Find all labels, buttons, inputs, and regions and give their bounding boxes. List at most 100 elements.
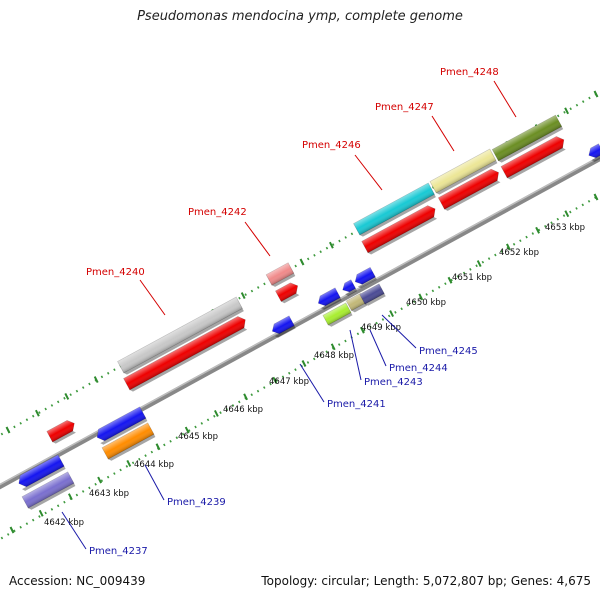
leader-line: [369, 329, 387, 367]
gene-label-top: Pmen_4248: [440, 67, 499, 78]
scale-tick-label: 4653 kbp: [545, 223, 585, 233]
upper-tick-mark: [5, 426, 11, 434]
gene-label-top: Pmen_4240: [86, 267, 145, 278]
lower-tick-mark: [476, 260, 482, 268]
gene-label-bottom: Pmen_4239: [167, 497, 226, 508]
gene-label-top: Pmen_4247: [375, 102, 434, 113]
gene-label-bottom: Pmen_4237: [89, 546, 148, 557]
scale-tick-label: 4642 kbp: [44, 518, 84, 528]
scale-tick-label: 4643 kbp: [89, 489, 129, 499]
feature-blue: [317, 287, 342, 310]
lower-tick-mark: [593, 193, 599, 201]
feature-blue: [342, 279, 358, 296]
scale-tick-label: 4645 kbp: [178, 432, 218, 442]
lower-tick-mark: [272, 376, 278, 384]
genome-summary-text: Topology: circular; Length: 5,072,807 bp…: [261, 574, 591, 588]
lower-tick-mark: [418, 293, 424, 301]
scale-tick-label: 4652 kbp: [499, 248, 539, 258]
gene-features: [18, 114, 600, 510]
feature-cyan: [353, 182, 436, 237]
gene-label-bottom: Pmen_4243: [364, 377, 423, 388]
upper-tick-mark: [593, 90, 599, 98]
lower-tick-mark: [330, 343, 336, 351]
lower-tick-mark: [301, 360, 307, 367]
gene-label-top: Pmen_4242: [188, 207, 247, 218]
feature-olive: [491, 114, 564, 163]
upper-tick-mark: [93, 376, 99, 384]
feature-slate: [359, 283, 386, 306]
leader-line: [381, 314, 417, 349]
feature-red: [437, 168, 501, 211]
scale-tick-label: 4649 kbp: [361, 323, 401, 333]
leader-line: [244, 221, 271, 257]
leader-line: [139, 279, 166, 316]
lower-tick-mark: [447, 276, 453, 284]
lower-dotted-line: [0, 194, 600, 541]
feature-red: [500, 136, 566, 180]
leader-line: [299, 363, 325, 403]
leader-line: [431, 115, 455, 152]
tick-dots: [0, 90, 600, 541]
upper-tick-mark: [564, 107, 569, 115]
map-title: Pseudomonas mendocina ymp, complete geno…: [137, 9, 463, 24]
scale-tick-label: 4646 kbp: [223, 405, 263, 415]
feature-orange: [101, 422, 156, 461]
feature-tan: [345, 292, 368, 313]
scale-tick-label: 4648 kbp: [314, 351, 354, 361]
feature-red: [46, 420, 76, 444]
upper-tick-mark: [35, 409, 40, 417]
gene-label-top: Pmen_4246: [302, 140, 361, 151]
accession-text: Accession: NC_009439: [9, 574, 146, 588]
lower-tick-mark: [38, 509, 44, 517]
gene-label-bottom: Pmen_4241: [327, 399, 386, 410]
lower-tick-mark: [155, 443, 161, 451]
feature-blue: [588, 143, 600, 162]
gene-label-bottom: Pmen_4245: [419, 346, 478, 357]
scale-tick-label: 4647 kbp: [269, 377, 309, 387]
scale-ticks: 4642 kbp 4643 kbp 4644 kbp 4645 kbp 4646 kbp…: [44, 223, 585, 528]
backbone-line: [0, 155, 600, 490]
feature-pink: [265, 262, 296, 287]
gene-label-bottom: Pmen_4244: [389, 363, 448, 374]
leader-line: [144, 464, 165, 501]
lower-tick-mark: [564, 210, 570, 218]
feature-blue: [18, 454, 66, 491]
lower-tick-mark: [506, 243, 511, 251]
lower-tick-mark: [97, 476, 102, 484]
leader-line: [349, 329, 362, 381]
feature-blue: [96, 406, 148, 445]
lower-tick-mark: [535, 226, 540, 234]
label-leaders: [61, 80, 517, 550]
lower-tick-mark: [68, 493, 73, 501]
lower-tick-mark: [389, 310, 394, 317]
leader-line: [61, 511, 87, 550]
feature-red: [361, 205, 438, 255]
lower-tick-mark: [184, 426, 190, 434]
feature-red: [123, 316, 248, 392]
feature-blue: [271, 315, 296, 338]
lower-tick-mark: [126, 459, 132, 467]
upper-tick-mark: [299, 258, 305, 266]
scale-tick-label: 4644 kbp: [134, 460, 174, 470]
lower-tick-mark: [9, 526, 15, 534]
feature-violet: [21, 471, 76, 510]
upper-tick-mark: [240, 292, 246, 300]
genome-backbone: [0, 155, 600, 490]
lower-tick-mark: [360, 326, 365, 334]
upper-tick-mark: [329, 241, 334, 249]
scale-tick-label: 4651 kbp: [452, 273, 492, 283]
backbone-highlight: [0, 155, 600, 486]
feature-blue: [354, 266, 377, 289]
leader-line: [354, 154, 383, 191]
feature-lime: [322, 302, 353, 327]
gene-labels: Pmen_4240 Pmen_4242 Pmen_4246 Pmen_4247 Pmen…: [86, 67, 499, 557]
leader-line: [493, 80, 517, 118]
scale-tick-label: 4650 kbp: [406, 298, 446, 308]
upper-tick-mark: [64, 392, 70, 400]
feature-red: [275, 282, 300, 304]
lower-tick-mark: [243, 393, 248, 401]
feature-grey: [117, 296, 244, 375]
feature-khaki: [429, 148, 498, 195]
lower-tick-mark: [214, 410, 219, 417]
